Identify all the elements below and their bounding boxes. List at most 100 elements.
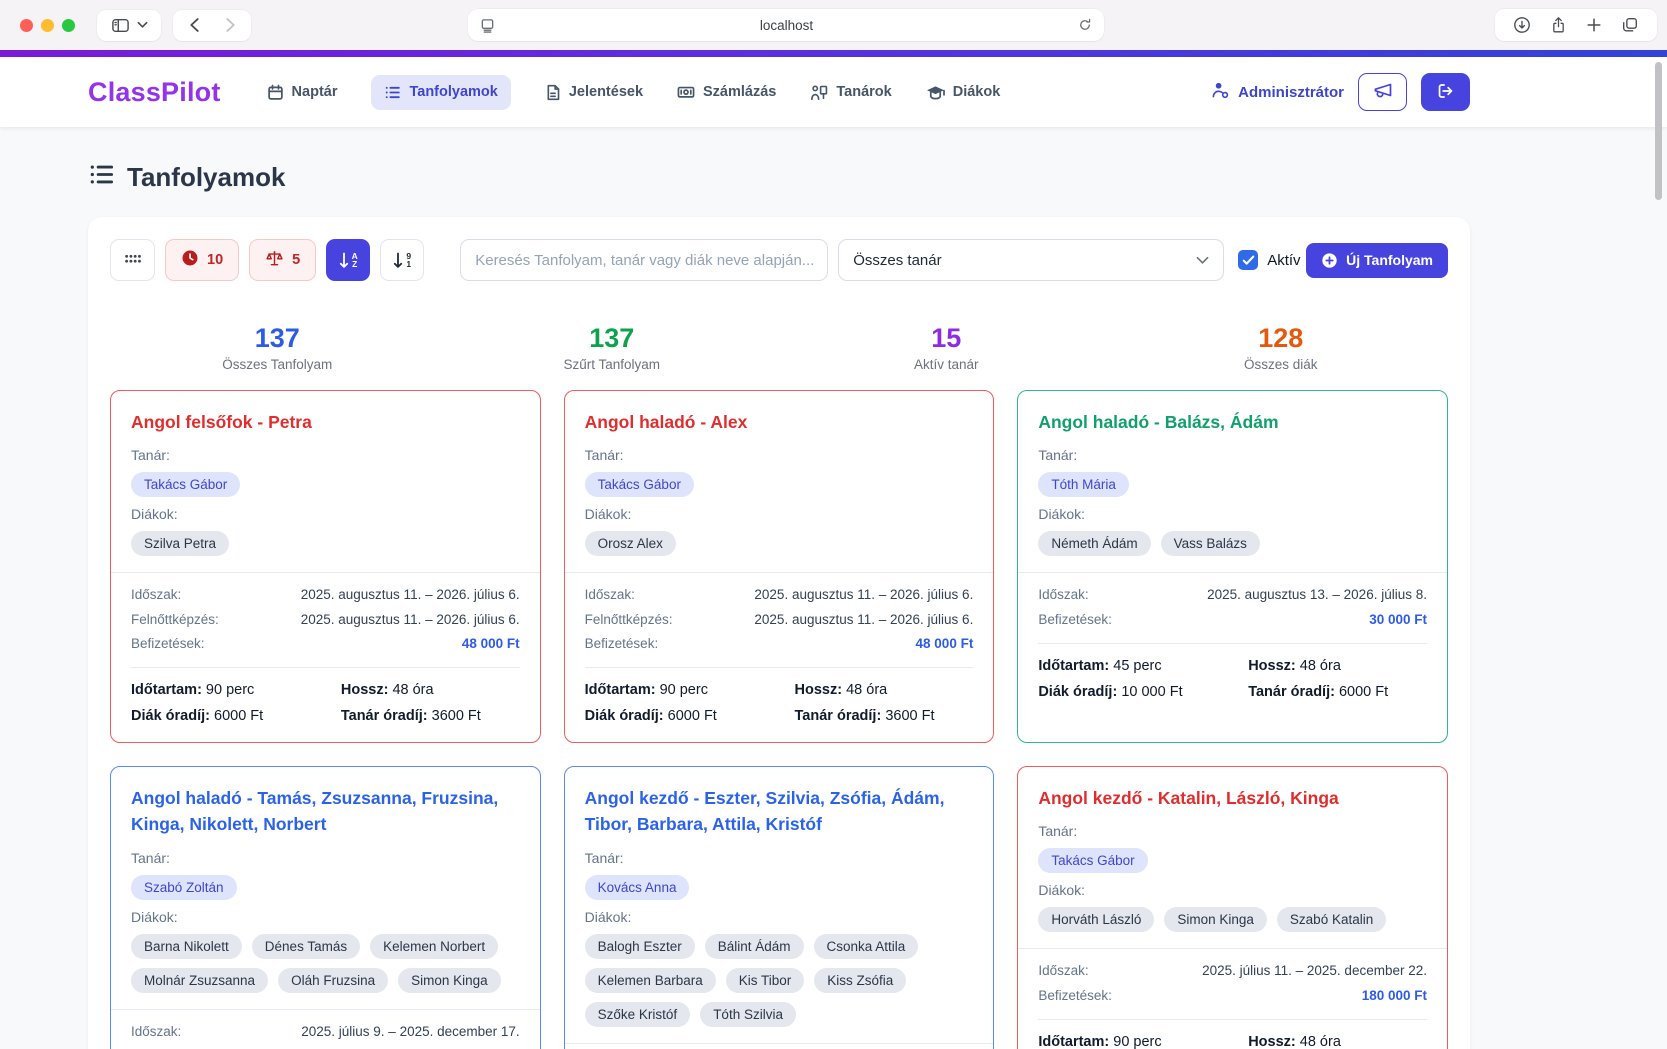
course-title: Angol felsőfok - Petra (131, 412, 312, 432)
minimize-window-button[interactable] (41, 18, 54, 32)
teacher-chip: Takács Gábor (131, 472, 241, 498)
course-card[interactable]: Angol haladó - Tamás, Zsuzsanna, Fruzsin… (110, 766, 541, 1049)
app-logo[interactable]: ClassPilot (88, 76, 221, 107)
info-row: Időszak: 2025. július 9. – 2025. december… (131, 1023, 520, 1039)
stat-label: Szűrt Tanfolyam (563, 357, 661, 372)
logout-button[interactable] (1421, 73, 1470, 111)
close-window-button[interactable] (20, 18, 33, 32)
student-chips: Szilva Petra (131, 531, 520, 557)
search-input[interactable] (460, 239, 829, 281)
header-right: Adminisztrátor (1211, 73, 1470, 111)
divider (111, 572, 540, 574)
stat-item: Időtartam: 45 perc (1038, 657, 1162, 674)
current-user: Adminisztrátor (1211, 81, 1344, 103)
page-title: Tanfolyamok (127, 161, 286, 192)
stat-item: Hossz: 48 óra (1248, 1033, 1341, 1049)
stat-filtered-courses: 137 Szűrt Tanfolyam (445, 323, 780, 372)
course-title: Angol haladó - Balázs, Ádám (1038, 412, 1279, 432)
course-card[interactable]: Angol felsőfok - Petra Tanár: Takács Gáb… (110, 390, 541, 743)
students-label: Diákok: (584, 506, 632, 523)
divider (111, 1008, 540, 1010)
student-chip: Oláh Fruzsina (278, 967, 389, 993)
course-stat-grid: Időtartam: 90 perc Hossz: 48 óra Diák órad… (131, 682, 520, 724)
students-label: Diákok: (1038, 882, 1086, 899)
refresh-icon[interactable] (1078, 18, 1092, 32)
browser-chrome: localhost (0, 0, 1667, 50)
course-grid: Angol felsőfok - Petra Tanár: Takács Gáb… (110, 390, 1448, 1049)
clock-icon (181, 249, 199, 271)
back-button[interactable] (178, 10, 210, 41)
student-chip: Bálint Ádám (704, 933, 804, 959)
downloads-icon[interactable] (1513, 16, 1531, 34)
student-chip: Orosz Alex (584, 531, 676, 557)
course-card[interactable]: Angol haladó - Alex Tanár: Takács Gábor … (563, 390, 995, 743)
teacher-chips: Tóth Mária (1038, 472, 1427, 498)
nav-item-diakok[interactable]: Diákok (926, 84, 1001, 101)
nav-item-szamlazas[interactable]: Számlázás (677, 84, 776, 100)
stat-active-teachers: 15 Aktív tanár (779, 323, 1114, 372)
info-row: Felnőttképzés: 2025. augusztus 11. – 2026… (584, 611, 974, 627)
balance-scale-badge[interactable]: 5 (249, 239, 317, 281)
student-chip: Simon Kinga (1164, 907, 1267, 933)
browser-actions-group (1495, 9, 1657, 41)
nav-item-jelentesek[interactable]: Jelentések (545, 84, 643, 101)
student-chip: Balogh Eszter (584, 933, 695, 959)
announcements-button[interactable] (1358, 73, 1407, 111)
teacher-chip: Takács Gábor (1038, 848, 1148, 874)
course-title: Angol kezdő - Eszter, Szilvia, Zsófia, Á… (584, 788, 945, 835)
students-label: Diákok: (131, 506, 178, 523)
stat-item: Diák óradíj: 6000 Ft (131, 708, 264, 724)
info-row: Befizetések: 48 000 Ft (131, 635, 520, 651)
student-chip: Dénes Tamás (251, 933, 361, 959)
course-title: Angol haladó - Alex (584, 412, 748, 432)
teacher-chips: Takács Gábor (1038, 848, 1427, 874)
stat-label: Aktív tanár (913, 357, 979, 372)
list-icon (88, 161, 115, 193)
clock-badge-count: 10 (207, 252, 224, 268)
chevron-down-icon[interactable] (137, 21, 148, 29)
nav-item-naptar[interactable]: Naptár (267, 84, 338, 101)
course-card[interactable]: Angol kezdő - Katalin, László, Kinga Tan… (1017, 766, 1448, 1049)
list-icon (384, 84, 401, 101)
page-settings-icon[interactable] (480, 18, 495, 33)
teacher-filter-select[interactable]: Összes tanár (838, 239, 1225, 281)
course-card[interactable]: Angol kezdő - Eszter, Szilvia, Zsófia, Á… (563, 766, 995, 1049)
sidebar-icon[interactable] (111, 17, 130, 34)
share-icon[interactable] (1550, 16, 1567, 34)
nav-label: Naptár (291, 84, 338, 100)
url-bar[interactable]: localhost (468, 9, 1104, 41)
grid-view-button[interactable] (110, 239, 155, 281)
page-scrollbar[interactable] (1655, 62, 1662, 200)
teacher-label: Tanár: (1038, 823, 1078, 840)
nav-item-tanfolyamok[interactable]: Tanfolyamok (371, 74, 511, 110)
student-chips: Balogh Eszter Bálint Ádám Csonka Attila Kel… (584, 933, 974, 1027)
stat-item: Tanár óradíj: 6000 Ft (1248, 683, 1389, 700)
divider (564, 1042, 994, 1044)
chevron-down-icon (1196, 256, 1209, 265)
nav-label: Diákok (952, 84, 1001, 100)
active-filter[interactable]: Aktív (1238, 250, 1301, 270)
teacher-chips: Szabó Zoltán (131, 874, 520, 900)
course-info-rows: Időszak: 2025. augusztus 11. – 2026. júli… (131, 585, 520, 654)
student-chip: Kelemen Norbert (370, 933, 499, 959)
calendar-icon (267, 84, 284, 101)
pending-clock-badge[interactable]: 10 (165, 239, 240, 281)
stat-value: 15 (931, 323, 962, 353)
nav-item-tanarok[interactable]: Tanárok (810, 84, 892, 101)
new-tab-icon[interactable] (1586, 17, 1602, 33)
divider (584, 667, 974, 668)
student-chip: Szilva Petra (131, 531, 230, 557)
tab-overview-icon[interactable] (1621, 16, 1639, 34)
active-checkbox[interactable] (1238, 250, 1259, 270)
course-card[interactable]: Angol haladó - Balázs, Ádám Tanár: Tóth … (1017, 390, 1448, 743)
course-title: Angol kezdő - Katalin, László, Kinga (1038, 788, 1339, 808)
forward-button[interactable] (214, 10, 246, 41)
nav-label: Számlázás (703, 84, 777, 100)
new-course-button[interactable]: Új Tanfolyam (1306, 242, 1448, 278)
scale-badge-count: 5 (292, 252, 301, 268)
stat-total-students: 128 Összes diák (1114, 323, 1449, 372)
zoom-window-button[interactable] (62, 18, 75, 32)
course-title: Angol haladó - Tamás, Zsuzsanna, Fruzsin… (131, 788, 499, 835)
